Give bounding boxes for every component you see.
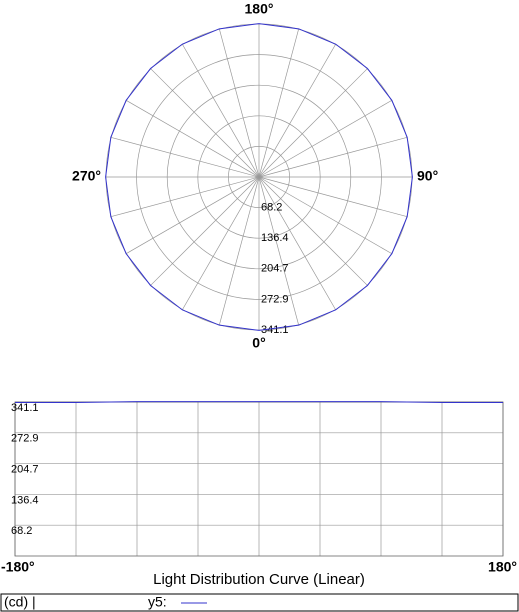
spoke [219,29,260,178]
spoke [219,176,260,325]
angle-label: 180° [245,1,274,17]
r-tick-label: 68.2 [261,201,282,213]
grid-ring [228,146,290,208]
r-tick-label: 136.4 [261,232,289,244]
grid-ring [166,84,352,270]
y-tick-label: 136.4 [11,494,39,506]
legend-label: y5: [148,594,167,610]
r-tick-label: 341.1 [261,324,289,336]
spoke [258,44,336,178]
r-tick-label: 272.9 [261,293,289,305]
r-tick-label: 204.7 [261,263,289,275]
spoke [258,137,407,178]
y-tick-label: 204.7 [11,463,39,475]
spoke [111,176,260,217]
chart-title: Light Distribution Curve (Linear) [153,571,365,588]
legend-box [0,593,519,612]
y-tick-label: 272.9 [11,433,39,445]
angle-label: 90° [417,168,438,184]
unit-label: (cd) | [4,594,36,610]
x-tick-label: 180° [488,559,517,575]
spoke [258,176,299,325]
spoke [258,29,299,178]
spoke [258,176,368,286]
spoke [182,176,260,310]
spoke [150,176,260,286]
grid-ring [136,54,382,300]
spoke [150,68,260,178]
spoke [258,176,407,217]
spoke [258,176,336,310]
line-series [15,401,503,403]
spoke [258,68,368,178]
x-tick-label: -180° [1,559,35,575]
y-tick-label: 341.1 [11,402,39,414]
spoke [126,100,260,178]
spoke [111,137,260,178]
spoke [258,100,392,178]
spoke [182,44,260,178]
spoke [126,176,260,254]
y-tick-label: 68.2 [11,525,32,537]
angle-label: 0° [252,335,265,351]
polar-curve [105,23,413,331]
angle-label: 270° [72,168,101,184]
grid-ring [197,115,321,239]
spoke [258,176,392,254]
